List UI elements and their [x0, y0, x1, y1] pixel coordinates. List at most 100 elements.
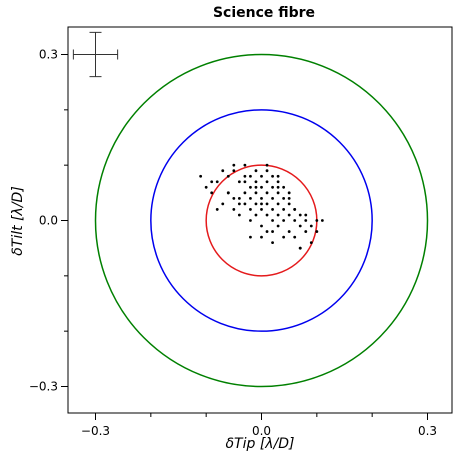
data-point — [293, 219, 297, 222]
data-point — [249, 235, 252, 239]
y-tick-label: −0.3 — [29, 380, 58, 394]
data-point — [249, 208, 252, 211]
data-point — [204, 185, 208, 189]
data-point — [254, 180, 258, 184]
data-point — [254, 185, 258, 189]
y-tick-label: 0.3 — [39, 48, 58, 62]
circle-r0.1 — [205, 164, 318, 277]
data-point — [265, 169, 269, 173]
data-point — [260, 174, 263, 178]
data-point — [282, 185, 286, 189]
x-tick-label: 0.0 — [252, 424, 271, 438]
data-point — [293, 235, 297, 239]
plot-frame — [67, 26, 453, 414]
data-point — [232, 163, 236, 167]
x-axis-label: δTip [λ/D] — [225, 436, 294, 452]
data-point — [221, 202, 225, 206]
data-point — [282, 196, 286, 200]
data-point — [237, 180, 241, 184]
data-point — [287, 230, 291, 233]
data-point — [265, 180, 269, 184]
data-point — [271, 174, 274, 178]
data-point — [260, 185, 263, 189]
data-point — [293, 208, 297, 211]
data-point — [271, 196, 274, 200]
data-point — [260, 208, 263, 211]
data-point — [265, 191, 269, 195]
data-point — [260, 224, 263, 228]
x-tick-label: 0.3 — [418, 424, 437, 438]
data-point — [282, 235, 286, 239]
data-point — [249, 185, 252, 189]
data-point — [254, 213, 258, 217]
data-point — [215, 180, 219, 184]
data-point — [243, 163, 247, 167]
data-point — [232, 208, 236, 211]
data-point — [276, 202, 280, 206]
data-point — [282, 219, 286, 222]
data-point — [260, 235, 263, 239]
data-point — [276, 224, 280, 228]
data-point — [271, 185, 274, 189]
data-point — [243, 202, 247, 206]
data-point — [282, 208, 286, 211]
data-point — [243, 180, 247, 184]
data-point — [309, 241, 313, 245]
error-bar — [72, 31, 119, 78]
points-group — [199, 163, 324, 250]
data-point — [249, 219, 252, 222]
data-point — [309, 224, 313, 228]
data-point — [287, 202, 291, 206]
data-point — [199, 174, 203, 178]
data-point — [298, 246, 302, 250]
data-point — [210, 191, 214, 195]
data-point — [287, 196, 291, 200]
x-tick-label: −0.3 — [81, 424, 110, 438]
data-point — [243, 174, 247, 178]
data-point — [260, 196, 263, 200]
data-point — [271, 208, 274, 211]
circle-r0.2 — [150, 109, 373, 332]
data-point — [249, 174, 252, 178]
data-point — [271, 219, 274, 222]
data-point — [226, 174, 230, 178]
data-point — [276, 191, 280, 195]
data-point — [271, 241, 274, 245]
data-point — [249, 196, 252, 200]
data-point — [232, 196, 236, 200]
data-point — [221, 169, 225, 173]
data-point — [243, 191, 247, 195]
data-point — [304, 230, 308, 233]
data-point — [226, 191, 230, 195]
data-point — [237, 213, 241, 217]
data-point — [254, 191, 258, 195]
circles-group — [94, 53, 429, 388]
data-point — [276, 185, 280, 189]
data-point — [276, 213, 280, 217]
data-point — [304, 213, 308, 217]
data-point — [298, 213, 302, 217]
data-point — [210, 180, 214, 184]
y-tick-label: 0.0 — [39, 214, 58, 228]
data-point — [265, 163, 269, 167]
data-point — [237, 202, 241, 206]
data-point — [287, 213, 291, 217]
data-point — [254, 169, 258, 173]
chart-title: Science fibre — [213, 5, 315, 21]
data-point — [254, 202, 258, 206]
data-point — [237, 196, 241, 200]
data-point — [260, 202, 263, 206]
ticks-group: −0.3 −0.3 0.0 0.0 0.3 0.3 — [29, 48, 437, 439]
data-point — [287, 191, 291, 195]
data-point — [298, 224, 302, 228]
data-point — [265, 213, 269, 217]
data-point — [320, 219, 324, 222]
circle-r0.3 — [94, 53, 429, 388]
data-point — [232, 169, 236, 173]
data-point — [215, 208, 219, 211]
data-point — [265, 202, 269, 206]
data-point — [315, 219, 319, 222]
data-point — [271, 230, 274, 233]
data-point — [304, 219, 308, 222]
